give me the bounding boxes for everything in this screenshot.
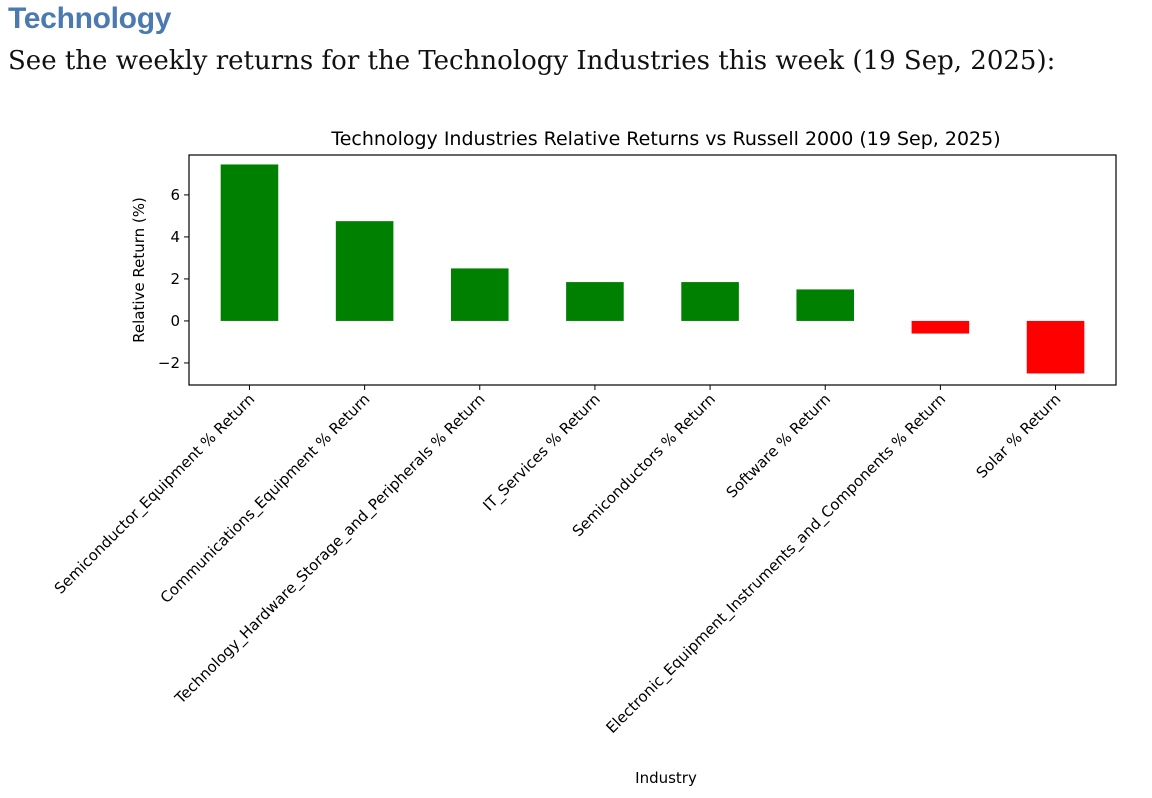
y-axis-label: Relative Return (%) <box>130 197 148 343</box>
y-tick-label: 6 <box>170 186 180 204</box>
x-tick-label: Semiconductor_Equipment % Return <box>51 390 259 598</box>
x-tick-label: IT_Services % Return <box>479 390 604 515</box>
section-heading: Technology <box>8 2 172 35</box>
y-tick-label: −2 <box>158 354 180 372</box>
bar-5 <box>681 282 739 321</box>
intro-text: See the weekly returns for the Technolog… <box>8 46 1056 76</box>
y-axis: −2 0 2 4 6 <box>158 186 189 372</box>
plot-frame <box>188 154 1117 386</box>
y-tick-label: 0 <box>170 312 180 330</box>
bar-1 <box>220 164 279 321</box>
x-tick-label: Software % Return <box>723 390 835 502</box>
bar-6 <box>796 289 855 321</box>
y-tick-label: 2 <box>170 270 180 288</box>
relative-returns-bar-chart: Technology Industries Relative Returns v… <box>51 128 1117 787</box>
x-axis: Semiconductor_Equipment % ReturnCommunic… <box>51 385 1065 738</box>
x-axis-label: Industry <box>635 769 697 787</box>
bar-4 <box>566 282 624 321</box>
x-tick-label: Solar % Return <box>973 390 1065 482</box>
bar-7 <box>911 320 970 334</box>
y-tick-label: 4 <box>170 228 180 246</box>
bar-3 <box>450 268 509 321</box>
bar-8 <box>1026 320 1085 374</box>
chart-title: Technology Industries Relative Returns v… <box>330 128 1000 150</box>
bars-group <box>220 164 1085 374</box>
x-tick-label: Communications_Equipment % Return <box>157 390 374 607</box>
bar-2 <box>335 221 394 321</box>
